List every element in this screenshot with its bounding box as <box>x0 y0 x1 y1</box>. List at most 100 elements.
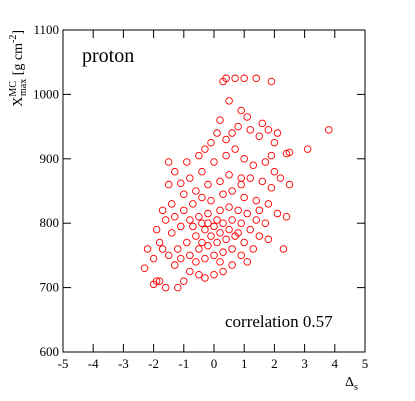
scatter-point <box>258 177 267 186</box>
scatter-point <box>155 238 164 247</box>
x-axis-label: Δs <box>345 375 358 393</box>
scatter-point <box>149 254 158 263</box>
y-label-unit-end: ] <box>11 30 26 35</box>
scatter-point <box>231 145 239 153</box>
scatter-point <box>180 206 188 215</box>
scatter-point <box>189 222 197 231</box>
scatter-point <box>189 200 197 208</box>
scatter-point <box>264 200 273 208</box>
scatter-point <box>231 74 239 83</box>
scatter-point <box>198 238 206 247</box>
scatter-point <box>240 193 248 202</box>
y-label-sup: MC <box>8 81 19 97</box>
scatter-point <box>177 254 185 263</box>
scatter-point <box>201 254 209 263</box>
scatter-point <box>252 196 261 205</box>
scatter-point <box>219 248 227 256</box>
scatter-point <box>198 167 206 176</box>
scatter-point <box>204 180 212 189</box>
scatter-point <box>222 235 230 244</box>
x-tick-label: 3 <box>301 356 308 371</box>
scatter-point <box>213 129 221 137</box>
scatter-point <box>228 187 236 195</box>
scatter-point <box>270 138 279 147</box>
x-tick-label: 4 <box>332 356 339 371</box>
scatter-point <box>219 267 227 276</box>
scatter-point <box>222 135 230 144</box>
scatter-point <box>213 216 221 224</box>
scatter-point <box>303 145 312 153</box>
scatter-point <box>237 106 245 115</box>
y-tick-label: 900 <box>40 151 60 166</box>
scatter-point <box>195 213 203 221</box>
scatter-point <box>237 219 245 227</box>
scatter-point <box>152 225 161 234</box>
scatter-point <box>204 219 212 227</box>
scatter-point <box>243 113 251 121</box>
y-label-sub: max <box>18 79 29 96</box>
scatter-point <box>216 116 224 124</box>
scatter-point <box>216 206 224 215</box>
scatter-point <box>149 280 158 289</box>
scatter-point <box>167 229 176 237</box>
scatter-point <box>183 158 191 166</box>
scatter-point <box>161 283 170 292</box>
scatter-point <box>264 235 273 244</box>
scatter-point <box>228 216 236 224</box>
scatter-point <box>210 251 218 260</box>
x-label-main: Δ <box>345 375 354 390</box>
scatter-point <box>192 258 200 266</box>
y-tick-label: 800 <box>40 215 60 230</box>
scatter-point <box>243 209 251 218</box>
scatter-point <box>261 219 270 227</box>
scatter-point <box>273 209 282 218</box>
scatter-point <box>155 277 164 285</box>
scatter-point <box>219 77 227 86</box>
scatter-point <box>225 171 233 179</box>
scatter-point <box>177 179 185 188</box>
scatter-point <box>183 238 191 247</box>
scatter-point <box>164 180 173 189</box>
scatter-point <box>249 245 258 253</box>
plot-frame <box>62 29 366 353</box>
scatter-point <box>252 216 261 224</box>
scatter-point <box>249 161 258 169</box>
y-tick-label: 1000 <box>33 86 59 101</box>
scatter-point <box>201 274 209 282</box>
scatter-point <box>240 155 248 163</box>
scatter-point <box>282 213 291 221</box>
scatter-point <box>143 245 152 253</box>
annotation: correlation 0.57 <box>225 312 333 331</box>
scatter-point <box>282 149 291 158</box>
scatter-point <box>186 251 194 260</box>
x-tick-label: 0 <box>211 356 218 371</box>
scatter-point <box>243 258 251 266</box>
scatter-point <box>237 251 245 260</box>
scatter-point <box>234 229 242 237</box>
scatter-point <box>210 158 218 166</box>
scatter-point <box>279 245 288 253</box>
scatter-point <box>267 151 276 160</box>
x-tick-label: 5 <box>362 356 369 371</box>
scatter-point <box>228 129 236 137</box>
scatter-point <box>264 126 273 134</box>
scatter-point <box>180 277 188 285</box>
y-tick-label: 1100 <box>33 22 59 37</box>
scatter-point <box>198 219 206 227</box>
scatter-point <box>225 97 233 105</box>
scatter-point <box>170 167 179 176</box>
scatter-point <box>177 222 185 231</box>
scatter-point <box>140 264 149 273</box>
scatter-point <box>180 190 188 198</box>
scatter-point <box>207 232 215 240</box>
x-label-sub: s <box>354 382 358 393</box>
scatter-point <box>170 213 179 221</box>
x-tick-label: 2 <box>271 356 278 371</box>
scatter-point <box>204 209 212 218</box>
scatter-point <box>285 180 294 189</box>
scatter-point <box>270 167 279 176</box>
scatter-point <box>167 200 176 208</box>
y-tick-label: 700 <box>40 280 60 295</box>
scatter-point <box>201 145 209 153</box>
scatter-point <box>186 267 194 276</box>
